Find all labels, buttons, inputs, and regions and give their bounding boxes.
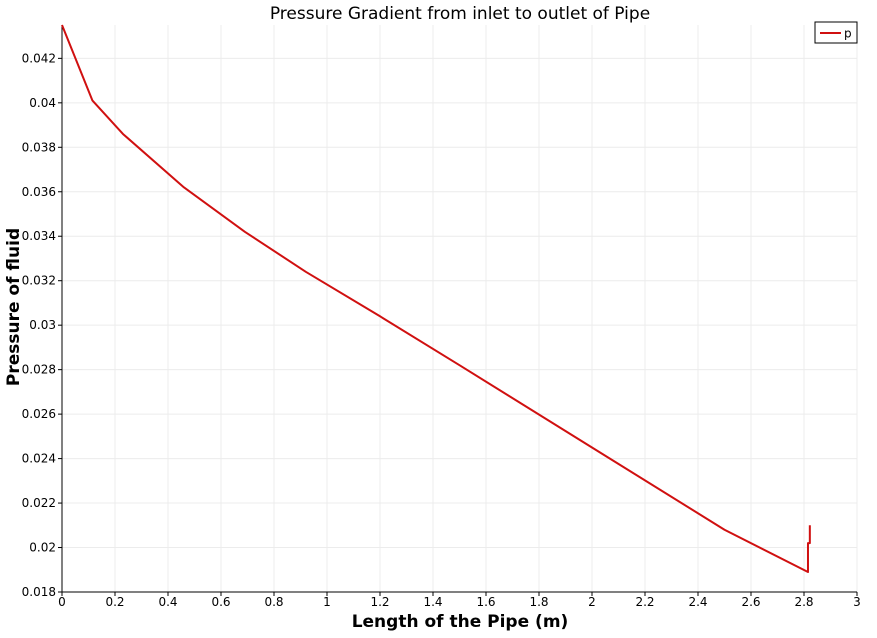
y-tick-label: 0.03 bbox=[29, 318, 56, 332]
y-tick-label: 0.038 bbox=[22, 140, 56, 154]
x-tick-label: 3 bbox=[853, 595, 861, 609]
y-tick-label: 0.028 bbox=[22, 363, 56, 377]
series-line-p bbox=[61, 24, 811, 573]
x-axis-ticks: 0 0.2 0.4 0.6 0.8 1 1.2 1.4 1.6 1.8 2 2.2 2.4 2.6 2.8 3 bbox=[58, 592, 861, 609]
x-tick-label: 0.6 bbox=[211, 595, 230, 609]
chart-title: Pressure Gradient from inlet to outlet o… bbox=[270, 4, 650, 24]
y-tick-label: 0.026 bbox=[22, 407, 56, 421]
axes bbox=[61, 25, 857, 593]
x-tick-label: 0.2 bbox=[105, 595, 124, 609]
x-tick-label: 0.8 bbox=[264, 595, 283, 609]
x-tick-label: 2 bbox=[588, 595, 596, 609]
x-tick-label: 2.2 bbox=[635, 595, 654, 609]
x-axis-label: Length of the Pipe (m) bbox=[352, 612, 569, 632]
x-tick-label: 2.4 bbox=[688, 595, 707, 609]
y-axis-label: Pressure of fluid bbox=[4, 228, 24, 386]
x-tick-label: 0 bbox=[58, 595, 66, 609]
y-tick-label: 0.032 bbox=[22, 274, 56, 288]
y-axis-ticks: 0.018 0.02 0.022 0.024 0.026 0.028 0.03 0.032 0.… bbox=[22, 51, 62, 599]
x-tick-label: 1.4 bbox=[423, 595, 442, 609]
y-tick-label: 0.034 bbox=[22, 229, 56, 243]
grid-lines bbox=[62, 25, 858, 592]
y-tick-label: 0.042 bbox=[22, 51, 56, 65]
y-tick-label: 0.022 bbox=[22, 496, 56, 510]
x-tick-label: 0.4 bbox=[158, 595, 177, 609]
y-tick-label: 0.018 bbox=[22, 585, 56, 599]
y-tick-label: 0.04 bbox=[29, 96, 56, 110]
x-tick-label: 1 bbox=[323, 595, 331, 609]
x-tick-label: 1.2 bbox=[370, 595, 389, 609]
legend-label-p: p bbox=[844, 27, 852, 41]
series-lines bbox=[61, 24, 811, 573]
x-tick-label: 2.8 bbox=[794, 595, 813, 609]
y-tick-label: 0.02 bbox=[29, 541, 56, 555]
y-tick-label: 0.036 bbox=[22, 185, 56, 199]
x-tick-label: 2.6 bbox=[741, 595, 760, 609]
y-tick-label: 0.024 bbox=[22, 452, 56, 466]
x-tick-label: 1.8 bbox=[529, 595, 548, 609]
legend: p bbox=[814, 21, 858, 44]
x-tick-label: 1.6 bbox=[476, 595, 495, 609]
